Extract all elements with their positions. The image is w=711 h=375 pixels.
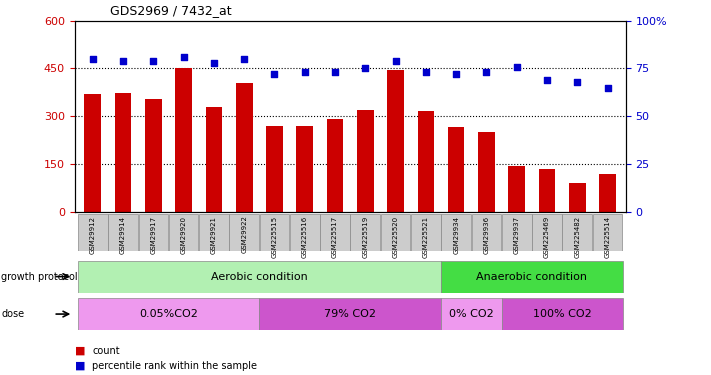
Text: GSM29912: GSM29912 (90, 216, 96, 254)
Point (117, 58, 129, 64)
FancyBboxPatch shape (199, 214, 229, 251)
Text: ■: ■ (75, 346, 85, 355)
Point (238, 56, 250, 62)
Text: dose: dose (1, 309, 25, 319)
FancyBboxPatch shape (230, 214, 259, 251)
Bar (387, 70, 404, 212)
Text: GSM29937: GSM29937 (513, 216, 520, 254)
FancyBboxPatch shape (260, 214, 289, 251)
Text: GSM225514: GSM225514 (604, 216, 611, 258)
Text: GSM225515: GSM225515 (272, 216, 277, 258)
Text: 0.05%CO2: 0.05%CO2 (139, 309, 198, 319)
Text: GSM225517: GSM225517 (332, 216, 338, 258)
Text: GSM225516: GSM225516 (301, 216, 308, 258)
FancyBboxPatch shape (442, 214, 471, 251)
FancyBboxPatch shape (77, 261, 441, 292)
Bar (326, 119, 343, 212)
Bar (599, 174, 616, 212)
Bar (539, 169, 555, 212)
FancyBboxPatch shape (169, 214, 198, 251)
Bar (417, 111, 434, 212)
Bar (266, 126, 283, 212)
Point (511, 63, 523, 69)
Point (360, 65, 371, 71)
Text: GSM225519: GSM225519 (363, 216, 368, 258)
Bar (448, 128, 464, 212)
Text: GDS2969 / 7432_at: GDS2969 / 7432_at (110, 4, 232, 17)
Bar (114, 93, 132, 212)
Bar (85, 94, 101, 212)
Bar (176, 68, 192, 212)
Bar (478, 132, 495, 212)
Point (420, 69, 432, 75)
Bar (569, 183, 586, 212)
FancyBboxPatch shape (77, 298, 260, 330)
Text: ■: ■ (75, 361, 85, 370)
FancyBboxPatch shape (502, 214, 532, 251)
Point (481, 69, 492, 75)
Text: 0% CO2: 0% CO2 (449, 309, 493, 319)
FancyBboxPatch shape (139, 214, 169, 251)
Point (269, 71, 280, 77)
Point (451, 71, 462, 77)
Text: GSM29922: GSM29922 (241, 216, 247, 254)
Text: GSM29920: GSM29920 (181, 216, 187, 254)
Bar (357, 110, 374, 212)
Point (208, 60, 220, 66)
FancyBboxPatch shape (290, 214, 319, 251)
Text: Aerobic condition: Aerobic condition (211, 272, 308, 282)
Text: GSM225521: GSM225521 (423, 216, 429, 258)
Text: GSM225482: GSM225482 (574, 216, 580, 258)
Text: GSM29917: GSM29917 (150, 216, 156, 254)
FancyBboxPatch shape (441, 298, 501, 330)
Text: GSM29936: GSM29936 (483, 216, 489, 254)
FancyBboxPatch shape (320, 214, 350, 251)
FancyBboxPatch shape (381, 214, 410, 251)
FancyBboxPatch shape (593, 214, 622, 251)
Bar (296, 126, 313, 212)
Bar (205, 106, 223, 212)
Text: 79% CO2: 79% CO2 (324, 309, 376, 319)
Point (299, 69, 311, 75)
Point (572, 79, 583, 85)
Text: GSM29914: GSM29914 (120, 216, 126, 254)
Text: count: count (92, 346, 120, 355)
Text: GSM225469: GSM225469 (544, 216, 550, 258)
FancyBboxPatch shape (411, 214, 441, 251)
FancyBboxPatch shape (351, 214, 380, 251)
FancyBboxPatch shape (532, 214, 562, 251)
Text: GSM225520: GSM225520 (392, 216, 399, 258)
Text: percentile rank within the sample: percentile rank within the sample (92, 361, 257, 370)
Point (148, 58, 159, 64)
FancyBboxPatch shape (471, 214, 501, 251)
FancyBboxPatch shape (562, 214, 592, 251)
FancyBboxPatch shape (441, 261, 623, 292)
Text: growth protocol: growth protocol (1, 272, 78, 282)
Point (390, 58, 401, 64)
Point (541, 77, 552, 83)
Bar (145, 99, 161, 212)
FancyBboxPatch shape (501, 298, 623, 330)
FancyBboxPatch shape (78, 214, 107, 251)
FancyBboxPatch shape (108, 214, 138, 251)
Point (602, 85, 613, 91)
Text: GSM29934: GSM29934 (453, 216, 459, 254)
Text: 100% CO2: 100% CO2 (533, 309, 592, 319)
FancyBboxPatch shape (260, 298, 441, 330)
Point (87, 56, 99, 62)
Text: GSM29921: GSM29921 (211, 216, 217, 254)
Point (329, 69, 341, 75)
Bar (508, 166, 525, 212)
Text: Anaerobic condition: Anaerobic condition (476, 272, 587, 282)
Bar (236, 83, 252, 212)
Point (178, 54, 189, 60)
